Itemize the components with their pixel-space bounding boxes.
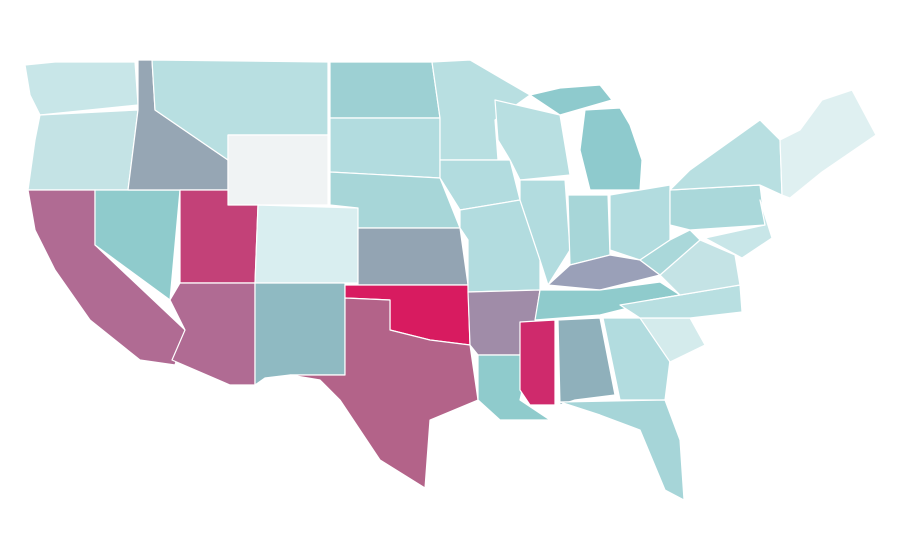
state-region (602, 317, 671, 401)
state-region (357, 227, 469, 286)
state-region (579, 107, 643, 191)
state-region (254, 282, 346, 386)
states (24, 59, 877, 501)
state-region (669, 119, 783, 196)
state-region (169, 282, 256, 386)
state-region (557, 317, 616, 406)
state-region (329, 117, 441, 179)
state-region (704, 199, 773, 259)
state-region (529, 84, 613, 116)
state-region (559, 399, 685, 501)
state-region (669, 184, 766, 231)
state-region (567, 194, 611, 266)
state-region (24, 61, 139, 116)
state-region (519, 319, 556, 406)
state-region (329, 61, 441, 119)
state-region (779, 89, 877, 199)
state-region (27, 109, 139, 191)
state-region (254, 204, 359, 284)
state-region (639, 229, 701, 276)
state-region (289, 297, 479, 489)
state-region (227, 134, 329, 206)
state-region (431, 59, 531, 161)
